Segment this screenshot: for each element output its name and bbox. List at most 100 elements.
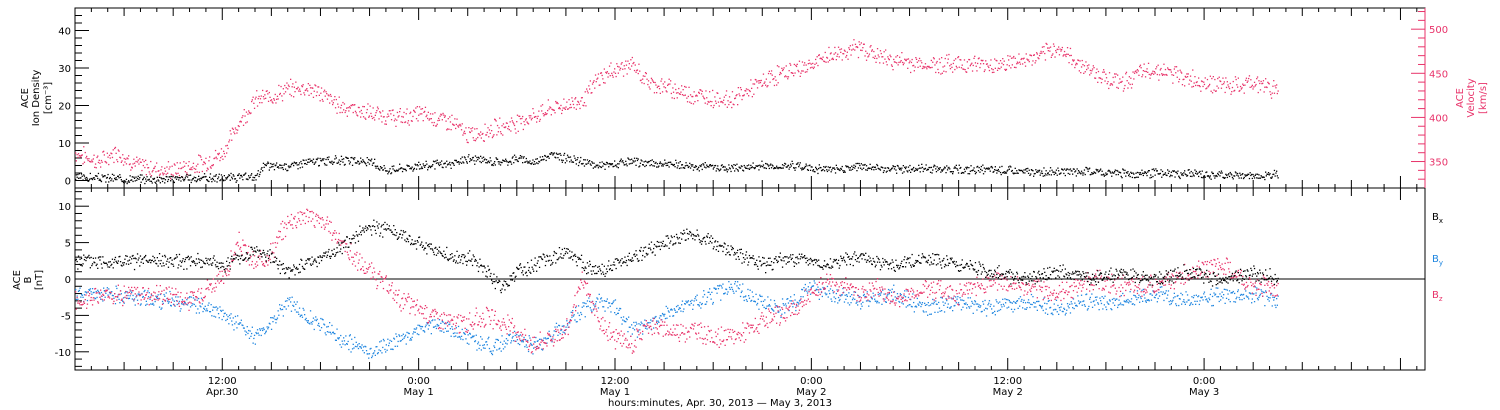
by-series-point bbox=[781, 313, 783, 315]
velocity-series-point bbox=[414, 111, 416, 113]
density-series-point bbox=[1202, 177, 1204, 179]
density-series-point bbox=[164, 179, 167, 181]
by-series-point bbox=[467, 334, 469, 336]
density-series-point bbox=[875, 168, 877, 170]
velocity-series-point bbox=[258, 95, 260, 98]
density-series-point bbox=[576, 159, 578, 161]
velocity-series-point bbox=[1221, 83, 1223, 86]
velocity-series-point bbox=[624, 68, 626, 70]
by-series-point bbox=[865, 300, 868, 302]
density-series-point bbox=[1192, 172, 1194, 174]
velocity-series-point bbox=[862, 47, 864, 49]
by-series-point bbox=[349, 334, 351, 336]
velocity-series-point bbox=[511, 120, 513, 122]
by-series-point bbox=[286, 300, 288, 302]
by-series-point bbox=[128, 297, 130, 300]
velocity-series-point bbox=[955, 65, 957, 67]
velocity-series-point bbox=[463, 130, 466, 132]
density-series-point bbox=[423, 165, 425, 167]
velocity-series-point bbox=[423, 111, 425, 113]
density-series-point bbox=[357, 160, 360, 163]
by-series-point bbox=[564, 329, 566, 331]
by-series-point bbox=[534, 341, 536, 343]
by-series-point bbox=[631, 333, 633, 335]
density-series-point bbox=[1142, 174, 1144, 177]
density-series-point bbox=[182, 178, 184, 180]
density-series-point bbox=[746, 165, 748, 167]
velocity-series-point bbox=[235, 129, 237, 131]
by-series-point bbox=[523, 336, 525, 339]
velocity-series-point bbox=[994, 67, 996, 69]
velocity-series-point bbox=[739, 87, 742, 89]
velocity-series-point bbox=[1005, 68, 1008, 71]
by-series-point bbox=[362, 349, 364, 352]
density-series-point bbox=[709, 164, 711, 166]
by-series-point bbox=[874, 300, 876, 302]
density-series-point bbox=[803, 167, 805, 170]
density-series-point bbox=[518, 157, 520, 160]
velocity-series-point bbox=[1188, 83, 1190, 85]
velocity-series-point bbox=[523, 121, 525, 123]
by-series-point bbox=[862, 301, 864, 303]
density-series-point bbox=[1001, 165, 1003, 168]
density-series-point bbox=[913, 170, 915, 172]
velocity-series-point bbox=[995, 59, 997, 62]
by-series-point bbox=[232, 317, 234, 319]
velocity-series-point bbox=[260, 95, 262, 97]
by-series-point bbox=[318, 322, 320, 325]
density-series-point bbox=[698, 166, 700, 168]
density-series-point bbox=[974, 173, 977, 175]
velocity-series-point bbox=[1208, 85, 1210, 87]
by-series-point bbox=[401, 335, 403, 337]
by-series-point bbox=[759, 295, 762, 297]
density-series-point bbox=[1055, 172, 1057, 174]
density-series-point bbox=[817, 172, 819, 175]
density-series-point bbox=[583, 165, 586, 167]
velocity-series-point bbox=[1057, 48, 1059, 51]
density-series-point bbox=[222, 179, 224, 181]
velocity-series-point bbox=[409, 112, 411, 115]
by-series-point bbox=[460, 335, 463, 337]
density-series-point bbox=[1029, 174, 1031, 176]
density-series-point bbox=[356, 162, 358, 164]
density-series-point bbox=[756, 165, 759, 167]
density-series-point bbox=[1055, 169, 1058, 171]
density-series-point bbox=[284, 163, 286, 165]
density-series-point bbox=[1094, 172, 1096, 174]
velocity-series-point bbox=[875, 61, 877, 63]
by-series-point bbox=[811, 285, 813, 288]
velocity-series-point bbox=[438, 117, 440, 119]
velocity-series-point bbox=[606, 71, 608, 73]
by-series-point bbox=[282, 315, 284, 317]
velocity-series-point bbox=[405, 113, 407, 115]
velocity-series-point bbox=[638, 63, 640, 65]
density-series-point bbox=[1154, 174, 1156, 176]
velocity-series-point bbox=[131, 166, 133, 168]
density-series-point bbox=[92, 177, 94, 179]
density-series-point bbox=[742, 170, 745, 172]
velocity-series-point bbox=[389, 110, 391, 112]
density-series-point bbox=[234, 178, 236, 180]
density-series-point bbox=[217, 176, 220, 178]
velocity-series-point bbox=[681, 85, 683, 87]
density-series-point bbox=[1033, 175, 1035, 177]
by-series-point bbox=[358, 343, 360, 345]
density-series-point bbox=[240, 174, 242, 177]
density-series-point bbox=[618, 163, 620, 165]
by-series-point bbox=[790, 296, 792, 298]
by-series-point bbox=[270, 328, 273, 330]
density-series-point bbox=[314, 162, 316, 164]
velocity-series-point bbox=[1149, 77, 1151, 79]
density-series-point bbox=[415, 168, 418, 170]
velocity-series-point bbox=[573, 107, 575, 109]
by-series-point bbox=[636, 336, 639, 338]
velocity-series-point bbox=[344, 111, 346, 114]
velocity-series-point bbox=[886, 64, 888, 66]
by-series-point bbox=[338, 337, 340, 339]
density-series-point bbox=[642, 164, 644, 166]
by-series-point bbox=[769, 305, 771, 307]
density-series-point bbox=[786, 166, 788, 168]
density-series-point bbox=[1232, 178, 1234, 180]
velocity-series-point bbox=[792, 72, 794, 74]
density-series-point bbox=[343, 164, 346, 166]
